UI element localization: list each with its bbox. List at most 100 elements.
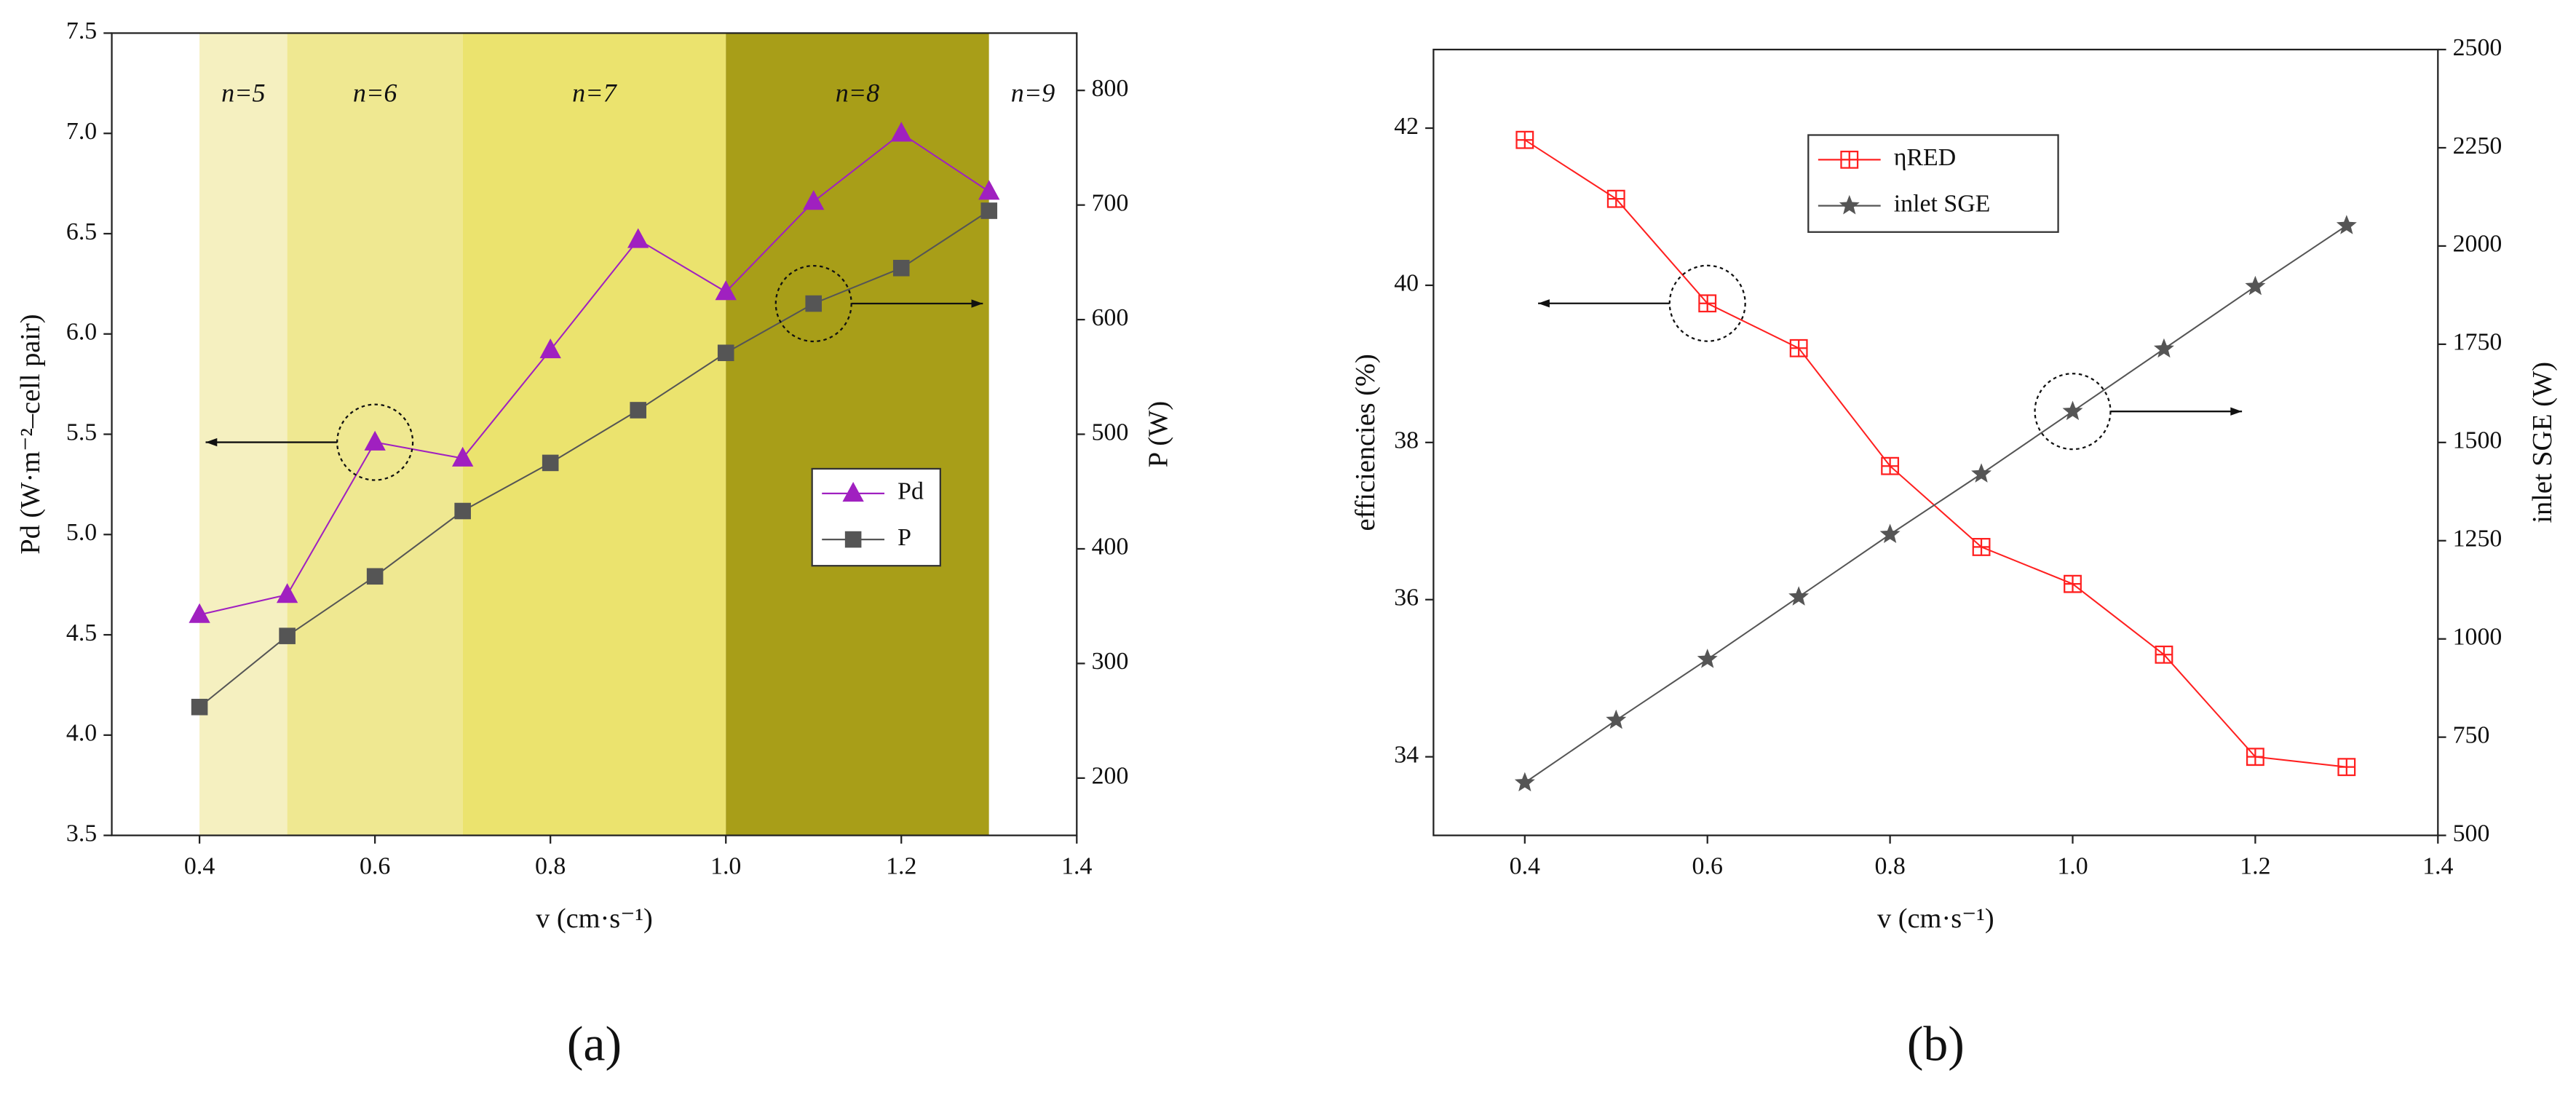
data-point bbox=[191, 698, 208, 716]
y2-tick-label: 2500 bbox=[2453, 34, 2502, 61]
y-tick-label: 7.5 bbox=[66, 17, 97, 44]
y2-tick-label: 1250 bbox=[2453, 526, 2502, 553]
y2-tick-label: 1750 bbox=[2453, 329, 2502, 356]
panel-label: (a) bbox=[567, 1017, 622, 1072]
y-tick-label: 4.0 bbox=[66, 720, 97, 747]
region-label: n=8 bbox=[836, 79, 880, 108]
region-label: n=5 bbox=[221, 79, 266, 108]
region bbox=[199, 33, 288, 836]
data-point bbox=[717, 344, 734, 362]
legend-marker bbox=[844, 531, 862, 548]
series-line bbox=[1524, 225, 2347, 784]
y-tick-label: 4.5 bbox=[66, 619, 97, 646]
callout-arrowhead bbox=[205, 437, 218, 447]
callout-arrowhead bbox=[1538, 299, 1550, 308]
data-point bbox=[1606, 189, 1625, 208]
x-tick-label: 1.0 bbox=[710, 853, 741, 880]
y-tick-label: 42 bbox=[1394, 113, 1419, 140]
data-point bbox=[1788, 586, 1810, 606]
data-point bbox=[1514, 772, 1535, 792]
y2-tick-label: 500 bbox=[2453, 820, 2490, 847]
y2-tick-label: 750 bbox=[2453, 721, 2490, 748]
data-point bbox=[630, 402, 646, 419]
legend-label: P bbox=[897, 524, 911, 551]
region-label: n=9 bbox=[1011, 79, 1055, 108]
y-tick-label: 34 bbox=[1394, 741, 1419, 768]
y-axis-title: Pd (W·m⁻²–cell pair) bbox=[15, 314, 46, 554]
y-tick-label: 7.0 bbox=[66, 118, 97, 145]
callout-circle bbox=[774, 264, 852, 343]
y2-tick-label: 200 bbox=[1092, 763, 1129, 790]
y-tick-label: 38 bbox=[1394, 427, 1419, 454]
data-point bbox=[627, 228, 649, 248]
data-point bbox=[189, 603, 210, 623]
data-point bbox=[2336, 215, 2357, 234]
legend-label: inlet SGE bbox=[1894, 190, 1991, 217]
data-point bbox=[2155, 645, 2173, 664]
x-axis-title: v (cm·s⁻¹) bbox=[536, 903, 653, 934]
data-point bbox=[805, 295, 823, 312]
y-tick-label: 6.5 bbox=[66, 218, 97, 245]
callout-arrowhead bbox=[2230, 407, 2243, 416]
x-tick-label: 0.6 bbox=[360, 853, 390, 880]
legend-marker bbox=[1839, 194, 1860, 215]
data-point bbox=[1697, 649, 1718, 668]
x-tick-label: 0.8 bbox=[1874, 853, 1905, 880]
data-point bbox=[2337, 758, 2356, 777]
data-point bbox=[454, 502, 471, 520]
x-tick-label: 1.4 bbox=[2422, 853, 2453, 880]
y-tick-label: 5.0 bbox=[66, 519, 97, 546]
legend-marker bbox=[842, 482, 864, 502]
data-point bbox=[1972, 537, 1991, 556]
region bbox=[726, 33, 989, 836]
y-tick-label: 6.0 bbox=[66, 319, 97, 346]
callout-arrowhead bbox=[971, 299, 983, 308]
data-point bbox=[978, 180, 1000, 200]
region bbox=[988, 33, 1077, 836]
data-point bbox=[542, 454, 559, 472]
y-tick-label: 3.5 bbox=[66, 820, 97, 847]
y2-tick-label: 600 bbox=[1092, 304, 1129, 331]
y-axis-title: efficiencies (%) bbox=[1350, 354, 1381, 531]
y2-axis-title: P (W) bbox=[1143, 401, 1173, 467]
y-tick-label: 40 bbox=[1394, 270, 1419, 297]
legend-label: Pd bbox=[897, 478, 924, 505]
x-tick-label: 1.4 bbox=[1061, 853, 1092, 880]
x-tick-label: 1.2 bbox=[2240, 853, 2270, 880]
data-point bbox=[279, 627, 296, 644]
y2-tick-label: 1000 bbox=[2453, 623, 2502, 650]
panel-label: (b) bbox=[1907, 1017, 1965, 1072]
y2-tick-label: 1500 bbox=[2453, 427, 2502, 454]
x-tick-label: 0.8 bbox=[535, 853, 566, 880]
y-tick-label: 36 bbox=[1394, 585, 1419, 611]
region-label: n=7 bbox=[572, 79, 617, 108]
y2-tick-label: 700 bbox=[1092, 189, 1129, 216]
data-point bbox=[1881, 456, 1900, 475]
y-tick-label: 5.5 bbox=[66, 419, 97, 445]
data-point bbox=[715, 280, 737, 301]
data-point bbox=[2245, 275, 2266, 296]
series-line bbox=[199, 210, 990, 708]
x-tick-label: 0.4 bbox=[1510, 853, 1540, 880]
region bbox=[462, 33, 726, 836]
data-point bbox=[451, 446, 474, 467]
x-tick-label: 1.2 bbox=[886, 853, 916, 880]
data-point bbox=[890, 122, 912, 142]
x-tick-label: 1.0 bbox=[2057, 853, 2088, 880]
y2-tick-label: 800 bbox=[1092, 75, 1129, 102]
y2-tick-label: 400 bbox=[1092, 534, 1129, 561]
series-line bbox=[1524, 139, 2347, 768]
data-point bbox=[803, 190, 825, 210]
data-point bbox=[2153, 338, 2174, 358]
data-point bbox=[2064, 574, 2082, 593]
legend-marker bbox=[1840, 150, 1859, 169]
data-point bbox=[539, 338, 561, 359]
callout-circle bbox=[1668, 264, 1746, 342]
y2-tick-label: 300 bbox=[1092, 648, 1129, 675]
data-point bbox=[1606, 709, 1627, 729]
data-point bbox=[1789, 338, 1808, 357]
legend-label: ηRED bbox=[1894, 144, 1956, 171]
y2-tick-label: 2250 bbox=[2453, 132, 2502, 159]
